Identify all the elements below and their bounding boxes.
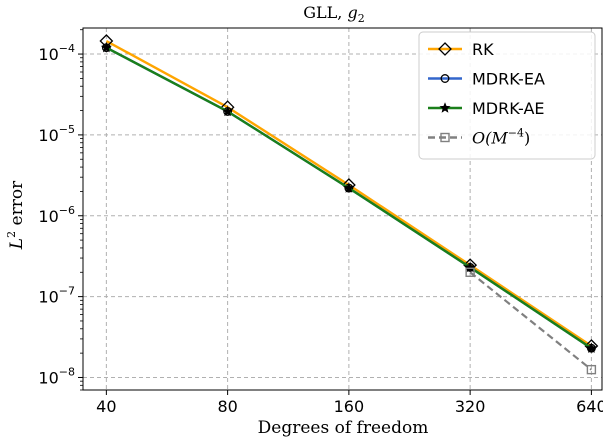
legend-marker — [440, 132, 450, 143]
series-line — [469, 271, 593, 371]
series-o-m-4- — [465, 267, 597, 375]
y-axis-title: L2 error — [5, 180, 27, 250]
x-tick-label: 160 — [334, 397, 365, 416]
data-point — [100, 41, 112, 53]
series-mdrk-ae — [100, 41, 597, 353]
data-point — [222, 105, 234, 117]
legend-marker — [439, 102, 451, 113]
legend: RK MDRK-EA MDRK-AE O(M−4) — [418, 31, 596, 160]
legend-entry: MDRK-EA — [428, 70, 545, 89]
data-point — [464, 261, 476, 273]
ticks: 40 80 160 320 640 10−8 10−7 10−6 10−5 10−4 — [38, 29, 603, 416]
y-tick-label: 10−4 — [38, 42, 75, 64]
legend-label: RK — [472, 40, 494, 59]
data-point — [343, 182, 355, 193]
legend-entry: RK — [428, 40, 494, 59]
grid — [83, 28, 602, 390]
data-point — [341, 178, 356, 192]
legend-entries: RK MDRK-EA MDRK-AE O(M−4) — [428, 40, 545, 148]
x-axis-title: Degrees of freedom — [258, 418, 429, 438]
legend-marker — [438, 42, 452, 56]
y-tick-label: 10−6 — [38, 204, 75, 226]
data-point — [586, 364, 597, 375]
legend-entry: O(M−4) — [428, 127, 530, 148]
y-tick-label: 10−7 — [38, 285, 75, 307]
x-tick-label: 80 — [217, 397, 237, 416]
y-tick-label: 10−5 — [38, 123, 75, 145]
legend-label: O(M−4) — [472, 127, 530, 148]
legend-box — [418, 31, 596, 160]
chart-title: GLL, g2 — [303, 3, 364, 25]
legend-entry: MDRK-AE — [428, 99, 545, 118]
legend-marker — [440, 74, 450, 83]
x-tick-label: 640 — [576, 397, 603, 416]
plot-frame — [82, 27, 603, 391]
legend-label: MDRK-AE — [472, 99, 545, 118]
data-point — [465, 267, 475, 277]
data-point — [585, 342, 597, 353]
x-tick-label: 320 — [455, 397, 486, 416]
series-layer — [99, 34, 599, 375]
x-tick-label: 40 — [96, 397, 116, 416]
y-tick-label: 10−8 — [38, 365, 75, 387]
legend-label: MDRK-EA — [472, 70, 545, 89]
